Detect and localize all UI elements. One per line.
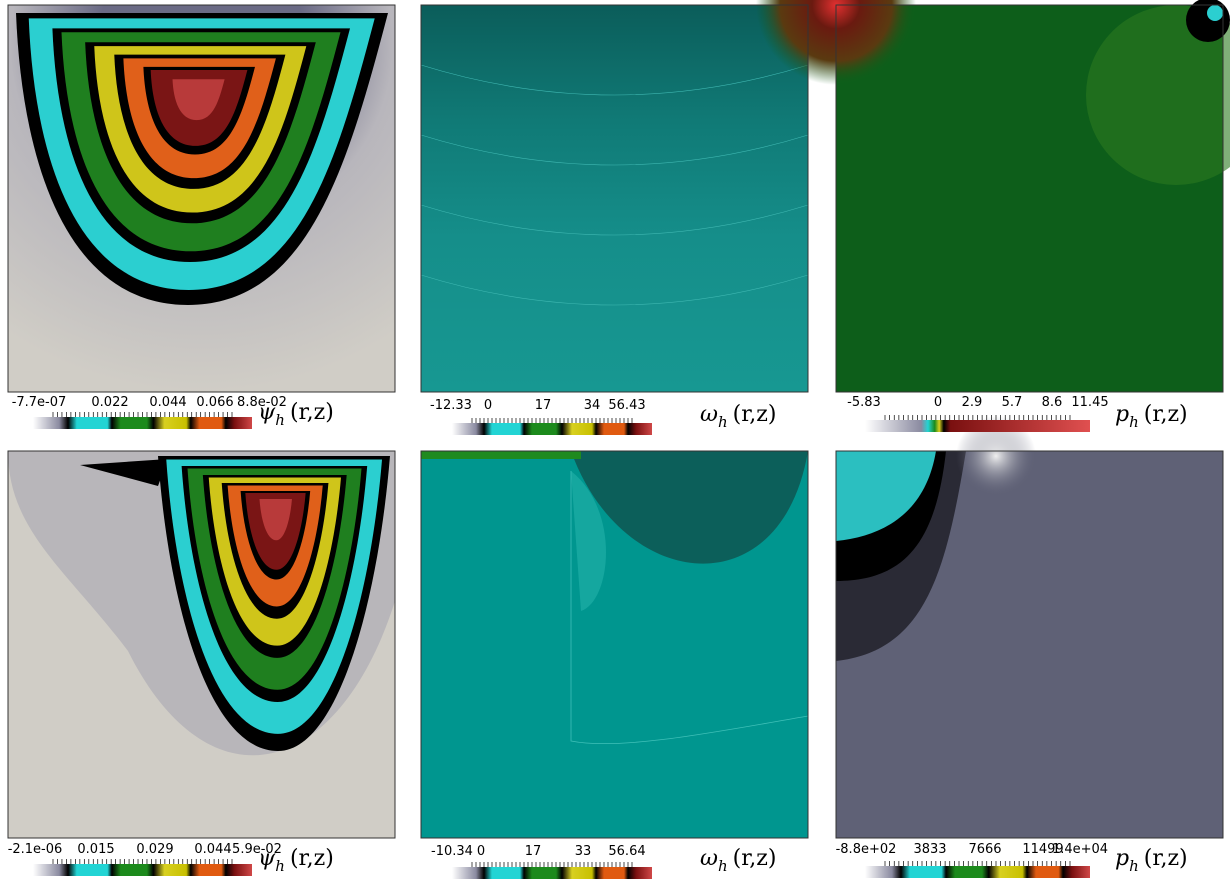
colorbar-tick-label: 5.7 <box>1002 395 1023 410</box>
pressure-field <box>756 0 1230 392</box>
figure: -7.7e-070.0220.0440.0668.8e-02ψh(r,z)-12… <box>0 0 1230 879</box>
omega-field <box>421 451 808 838</box>
colorbar-ramp <box>452 423 652 435</box>
colorbar: -10.34 0 17 33 56.64 ωh (r,z) <box>431 844 776 879</box>
symbol: p <box>1115 402 1129 427</box>
colorbar-title: ψh (r,z) <box>258 846 334 875</box>
subscript: h <box>1129 857 1139 875</box>
colorbar-title: ph (r,z) <box>1115 846 1188 875</box>
colorbar-tick-label: 33 <box>575 844 592 859</box>
colorbar-tick-label: 17 <box>535 398 552 413</box>
colorbar-tick-label: 0 <box>484 398 492 413</box>
omega-field <box>421 2 808 392</box>
colorbar-tick-label: 56.43 <box>608 398 645 413</box>
subscript: h <box>718 857 728 875</box>
symbol: ψ <box>258 400 276 425</box>
colorbar-tick-label: 17 <box>525 844 542 859</box>
psi-field <box>8 451 395 838</box>
symbol: ψ <box>258 846 276 871</box>
colorbar-tick-label: 0.066 <box>196 395 233 410</box>
colorbar-title: ωh (r,z) <box>700 402 776 431</box>
colorbar-tick-label: 0.044 <box>194 842 231 857</box>
colorbar-ramp <box>452 867 652 879</box>
arguments: (r,z) <box>1144 846 1188 871</box>
colorbar-ramp <box>33 417 252 429</box>
colorbar-tick-label: 2.9 <box>962 395 983 410</box>
colorbar-tick-label: 8.6 <box>1042 395 1063 410</box>
arguments: (r,z) <box>290 400 334 425</box>
colorbar-title: ph (r,z) <box>1115 402 1188 431</box>
colorbar-tick-label: -8.8e+02 <box>836 842 897 857</box>
colorbar-tick-label: 3833 <box>913 842 946 857</box>
colorbar-tick-label: -10.34 <box>431 844 473 859</box>
colorbar-title: ωh (r,z) <box>700 846 776 875</box>
symbol: ω <box>700 402 718 427</box>
corner <box>1207 5 1223 21</box>
colorbar-tick-label: 0.044 <box>149 395 186 410</box>
subscript: h <box>275 411 285 429</box>
colorbar-tick-label: 34 <box>584 398 601 413</box>
colorbar-ramp <box>33 864 252 876</box>
lid <box>421 451 581 459</box>
colorbar-tick-label: 0.015 <box>77 842 114 857</box>
psi-field <box>8 5 395 392</box>
arguments: (r,z) <box>290 846 334 871</box>
colorbar-title: ψh (r,z) <box>258 400 334 429</box>
colorbar-ramp <box>865 866 1090 878</box>
colorbar-tick-label: 11.45 <box>1071 395 1108 410</box>
subscript: h <box>275 857 285 875</box>
colorbar-tick-label: 0 <box>477 844 485 859</box>
subscript: h <box>1129 413 1139 431</box>
colorbar-tick-label: 56.64 <box>608 844 645 859</box>
arguments: (r,z) <box>733 402 777 427</box>
arguments: (r,z) <box>1144 402 1188 427</box>
subscript: h <box>718 413 728 431</box>
symbol: p <box>1115 846 1129 871</box>
colorbar: -12.33 0 17 34 56.43 ωh (r,z) <box>430 398 776 435</box>
colorbar-tick-label: 7666 <box>968 842 1001 857</box>
colorbar-tick-label: 1.4e+04 <box>1052 842 1108 857</box>
arguments: (r,z) <box>733 846 777 871</box>
colorbar: -5.83 0 2.9 5.7 8.6 11.45 ph (r,z) <box>847 395 1187 432</box>
colorbar-tick-label: 0.029 <box>136 842 173 857</box>
colorbar-tick-label: -12.33 <box>430 398 472 413</box>
pressure-field <box>836 416 1223 838</box>
colorbar-ramp <box>865 420 1090 432</box>
colorbar-tick-label: -7.7e-07 <box>12 395 67 410</box>
panel-bg <box>421 5 808 392</box>
colorbar-tick-label: 0.022 <box>91 395 128 410</box>
colorbar-tick-label: -2.1e-06 <box>8 842 63 857</box>
colorbar-tick-label: -5.83 <box>847 395 881 410</box>
colorbar-tick-label: 0 <box>934 395 942 410</box>
symbol: ω <box>700 846 718 871</box>
